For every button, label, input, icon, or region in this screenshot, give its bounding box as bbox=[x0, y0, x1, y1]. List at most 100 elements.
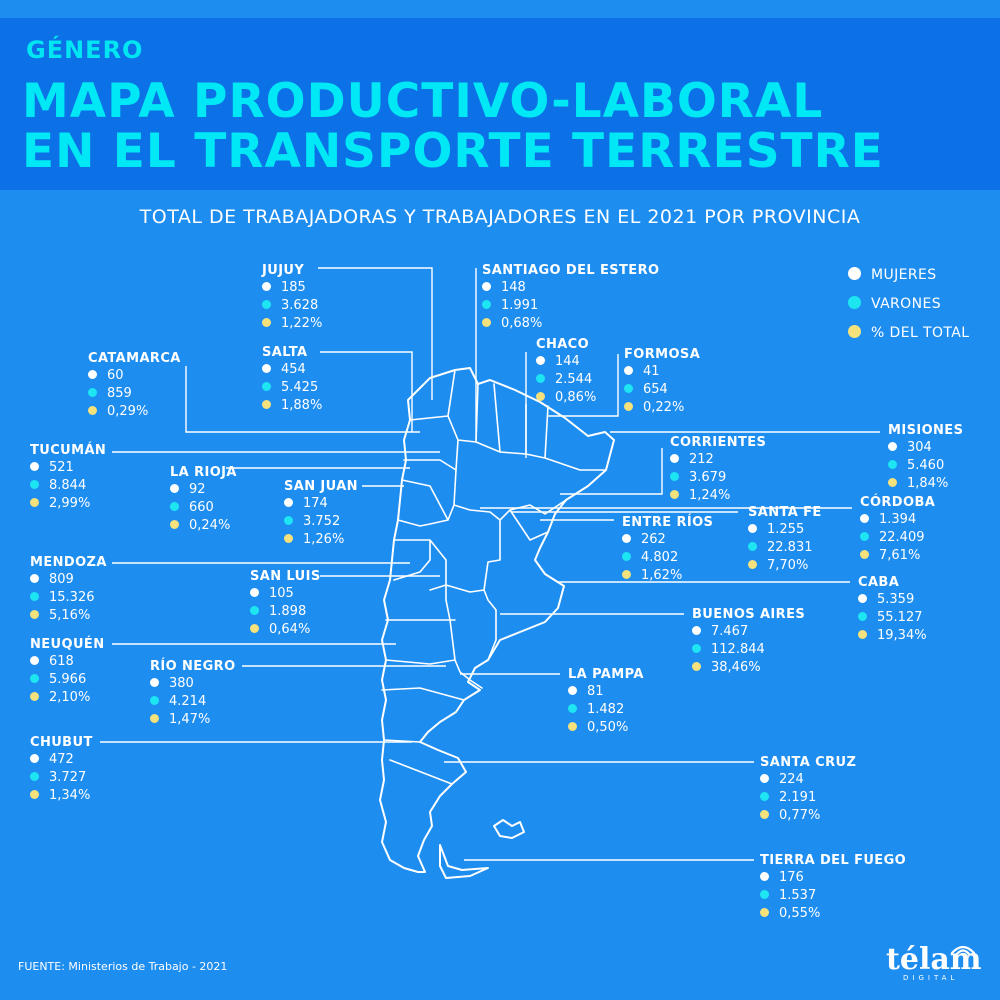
pct-dot bbox=[30, 610, 39, 619]
pct-value: 0,24% bbox=[189, 518, 231, 533]
province-santa-cruz: SANTA CRUZ 224 2.191 0,77% bbox=[760, 754, 856, 825]
pct-dot bbox=[568, 722, 577, 731]
mujeres-dot bbox=[760, 872, 769, 881]
pct-dot bbox=[858, 630, 867, 639]
mujeres-dot bbox=[624, 366, 633, 375]
mujeres-dot bbox=[888, 442, 897, 451]
province-name: JUJUY bbox=[262, 263, 305, 278]
mujeres-value: 1.255 bbox=[767, 522, 805, 537]
mujeres-value: 5.359 bbox=[877, 592, 915, 607]
stat-varones: 654 bbox=[624, 381, 700, 399]
stat-mujeres: 618 bbox=[30, 653, 104, 671]
mujeres-value: 185 bbox=[281, 280, 306, 295]
varones-value: 8.844 bbox=[49, 478, 87, 493]
province-name: SANTIAGO DEL ESTERO bbox=[482, 263, 660, 278]
stat-pct: 0,86% bbox=[536, 389, 596, 407]
varones-value: 1.482 bbox=[587, 702, 625, 717]
stat-pct: 1,88% bbox=[262, 397, 322, 415]
mujeres-dot bbox=[250, 588, 259, 597]
stat-pct: 19,34% bbox=[858, 627, 927, 645]
pct-dot bbox=[30, 498, 39, 507]
stat-mujeres: 1.394 bbox=[860, 511, 935, 529]
province-rio-negro: RÍO NEGRO 380 4.214 1,47% bbox=[150, 658, 236, 729]
signal-icon bbox=[950, 945, 976, 956]
leader-jujuy bbox=[318, 267, 433, 400]
varones-dot bbox=[284, 516, 293, 525]
pct-dot bbox=[748, 560, 757, 569]
varones-value: 3.727 bbox=[49, 770, 87, 785]
stat-pct: 1,84% bbox=[888, 475, 963, 493]
varones-value: 3.679 bbox=[689, 470, 727, 485]
pct-dot bbox=[284, 534, 293, 543]
province-name: MISIONES bbox=[888, 423, 964, 438]
province-name: CATAMARCA bbox=[88, 351, 181, 366]
varones-value: 112.844 bbox=[711, 642, 765, 657]
stat-mujeres: 809 bbox=[30, 571, 107, 589]
province-buenos-aires: BUENOS AIRES 7.467 112.844 38,46% bbox=[692, 606, 805, 677]
pct-value: 7,61% bbox=[879, 548, 921, 563]
stat-varones: 2.544 bbox=[536, 371, 596, 389]
pct-dot bbox=[170, 520, 179, 529]
pct-value: 0,55% bbox=[779, 906, 821, 921]
pct-value: 0,86% bbox=[555, 390, 597, 405]
stat-varones: 5.425 bbox=[262, 379, 322, 397]
pct-value: 2,99% bbox=[49, 496, 91, 511]
pct-value: 5,16% bbox=[49, 608, 91, 623]
varones-value: 55.127 bbox=[877, 610, 923, 625]
stat-mujeres: 262 bbox=[622, 531, 713, 549]
stat-mujeres: 148 bbox=[482, 279, 659, 297]
stat-varones: 8.844 bbox=[30, 477, 106, 495]
pct-dot bbox=[150, 714, 159, 723]
mujeres-dot bbox=[858, 594, 867, 603]
varones-dot bbox=[624, 384, 633, 393]
mujeres-value: 521 bbox=[49, 460, 74, 475]
varones-value: 1.537 bbox=[779, 888, 817, 903]
stat-mujeres: 92 bbox=[170, 481, 237, 499]
legend-item-mujeres: MUJERES bbox=[848, 264, 969, 293]
pct-dot bbox=[888, 478, 897, 487]
province-name: SAN JUAN bbox=[284, 479, 358, 494]
stat-varones: 112.844 bbox=[692, 641, 805, 659]
stat-pct: 38,46% bbox=[692, 659, 805, 677]
pct-value: 1,26% bbox=[303, 532, 345, 547]
province-name: SAN LUIS bbox=[250, 569, 321, 584]
varones-dot bbox=[170, 502, 179, 511]
province-la-rioja: LA RIOJA 92 660 0,24% bbox=[170, 464, 237, 535]
province-salta: SALTA 454 5.425 1,88% bbox=[262, 344, 322, 415]
pct-dot bbox=[88, 406, 97, 415]
varones-value: 1.991 bbox=[501, 298, 539, 313]
stat-varones: 15.326 bbox=[30, 589, 107, 607]
tierra-del-fuego-outline bbox=[439, 844, 489, 879]
legend-dot-varones bbox=[848, 296, 861, 309]
mujeres-value: 144 bbox=[555, 354, 580, 369]
mujeres-dot bbox=[30, 462, 39, 471]
mujeres-dot bbox=[262, 282, 271, 291]
pct-value: 0,68% bbox=[501, 316, 543, 331]
varones-value: 22.409 bbox=[879, 530, 925, 545]
mujeres-value: 7.467 bbox=[711, 624, 749, 639]
telam-logo: télam bbox=[886, 942, 982, 977]
province-san-luis: SAN LUIS 105 1.898 0,64% bbox=[250, 568, 321, 639]
province-name: BUENOS AIRES bbox=[692, 607, 806, 622]
stat-mujeres: 185 bbox=[262, 279, 322, 297]
province-neuquen: NEUQUÉN 618 5.966 2,10% bbox=[30, 636, 104, 707]
mujeres-value: 41 bbox=[643, 364, 660, 379]
province-name: CHACO bbox=[536, 337, 590, 352]
mujeres-value: 81 bbox=[587, 684, 604, 699]
pct-dot bbox=[860, 550, 869, 559]
province-name: ENTRE RÍOS bbox=[622, 515, 714, 530]
province-chubut: CHUBUT 472 3.727 1,34% bbox=[30, 734, 93, 805]
source-note: FUENTE: Ministerios de Trabajo - 2021 bbox=[18, 960, 228, 973]
pct-dot bbox=[624, 402, 633, 411]
pct-dot bbox=[536, 392, 545, 401]
leader-formosa bbox=[548, 354, 619, 417]
province-chaco: CHACO 144 2.544 0,86% bbox=[536, 336, 596, 407]
stat-pct: 7,61% bbox=[860, 547, 935, 565]
stat-varones: 55.127 bbox=[858, 609, 927, 627]
pct-value: 1,24% bbox=[689, 488, 731, 503]
stat-varones: 3.679 bbox=[670, 469, 766, 487]
province-name: CORRIENTES bbox=[670, 435, 767, 450]
stat-pct: 0,29% bbox=[88, 403, 181, 421]
